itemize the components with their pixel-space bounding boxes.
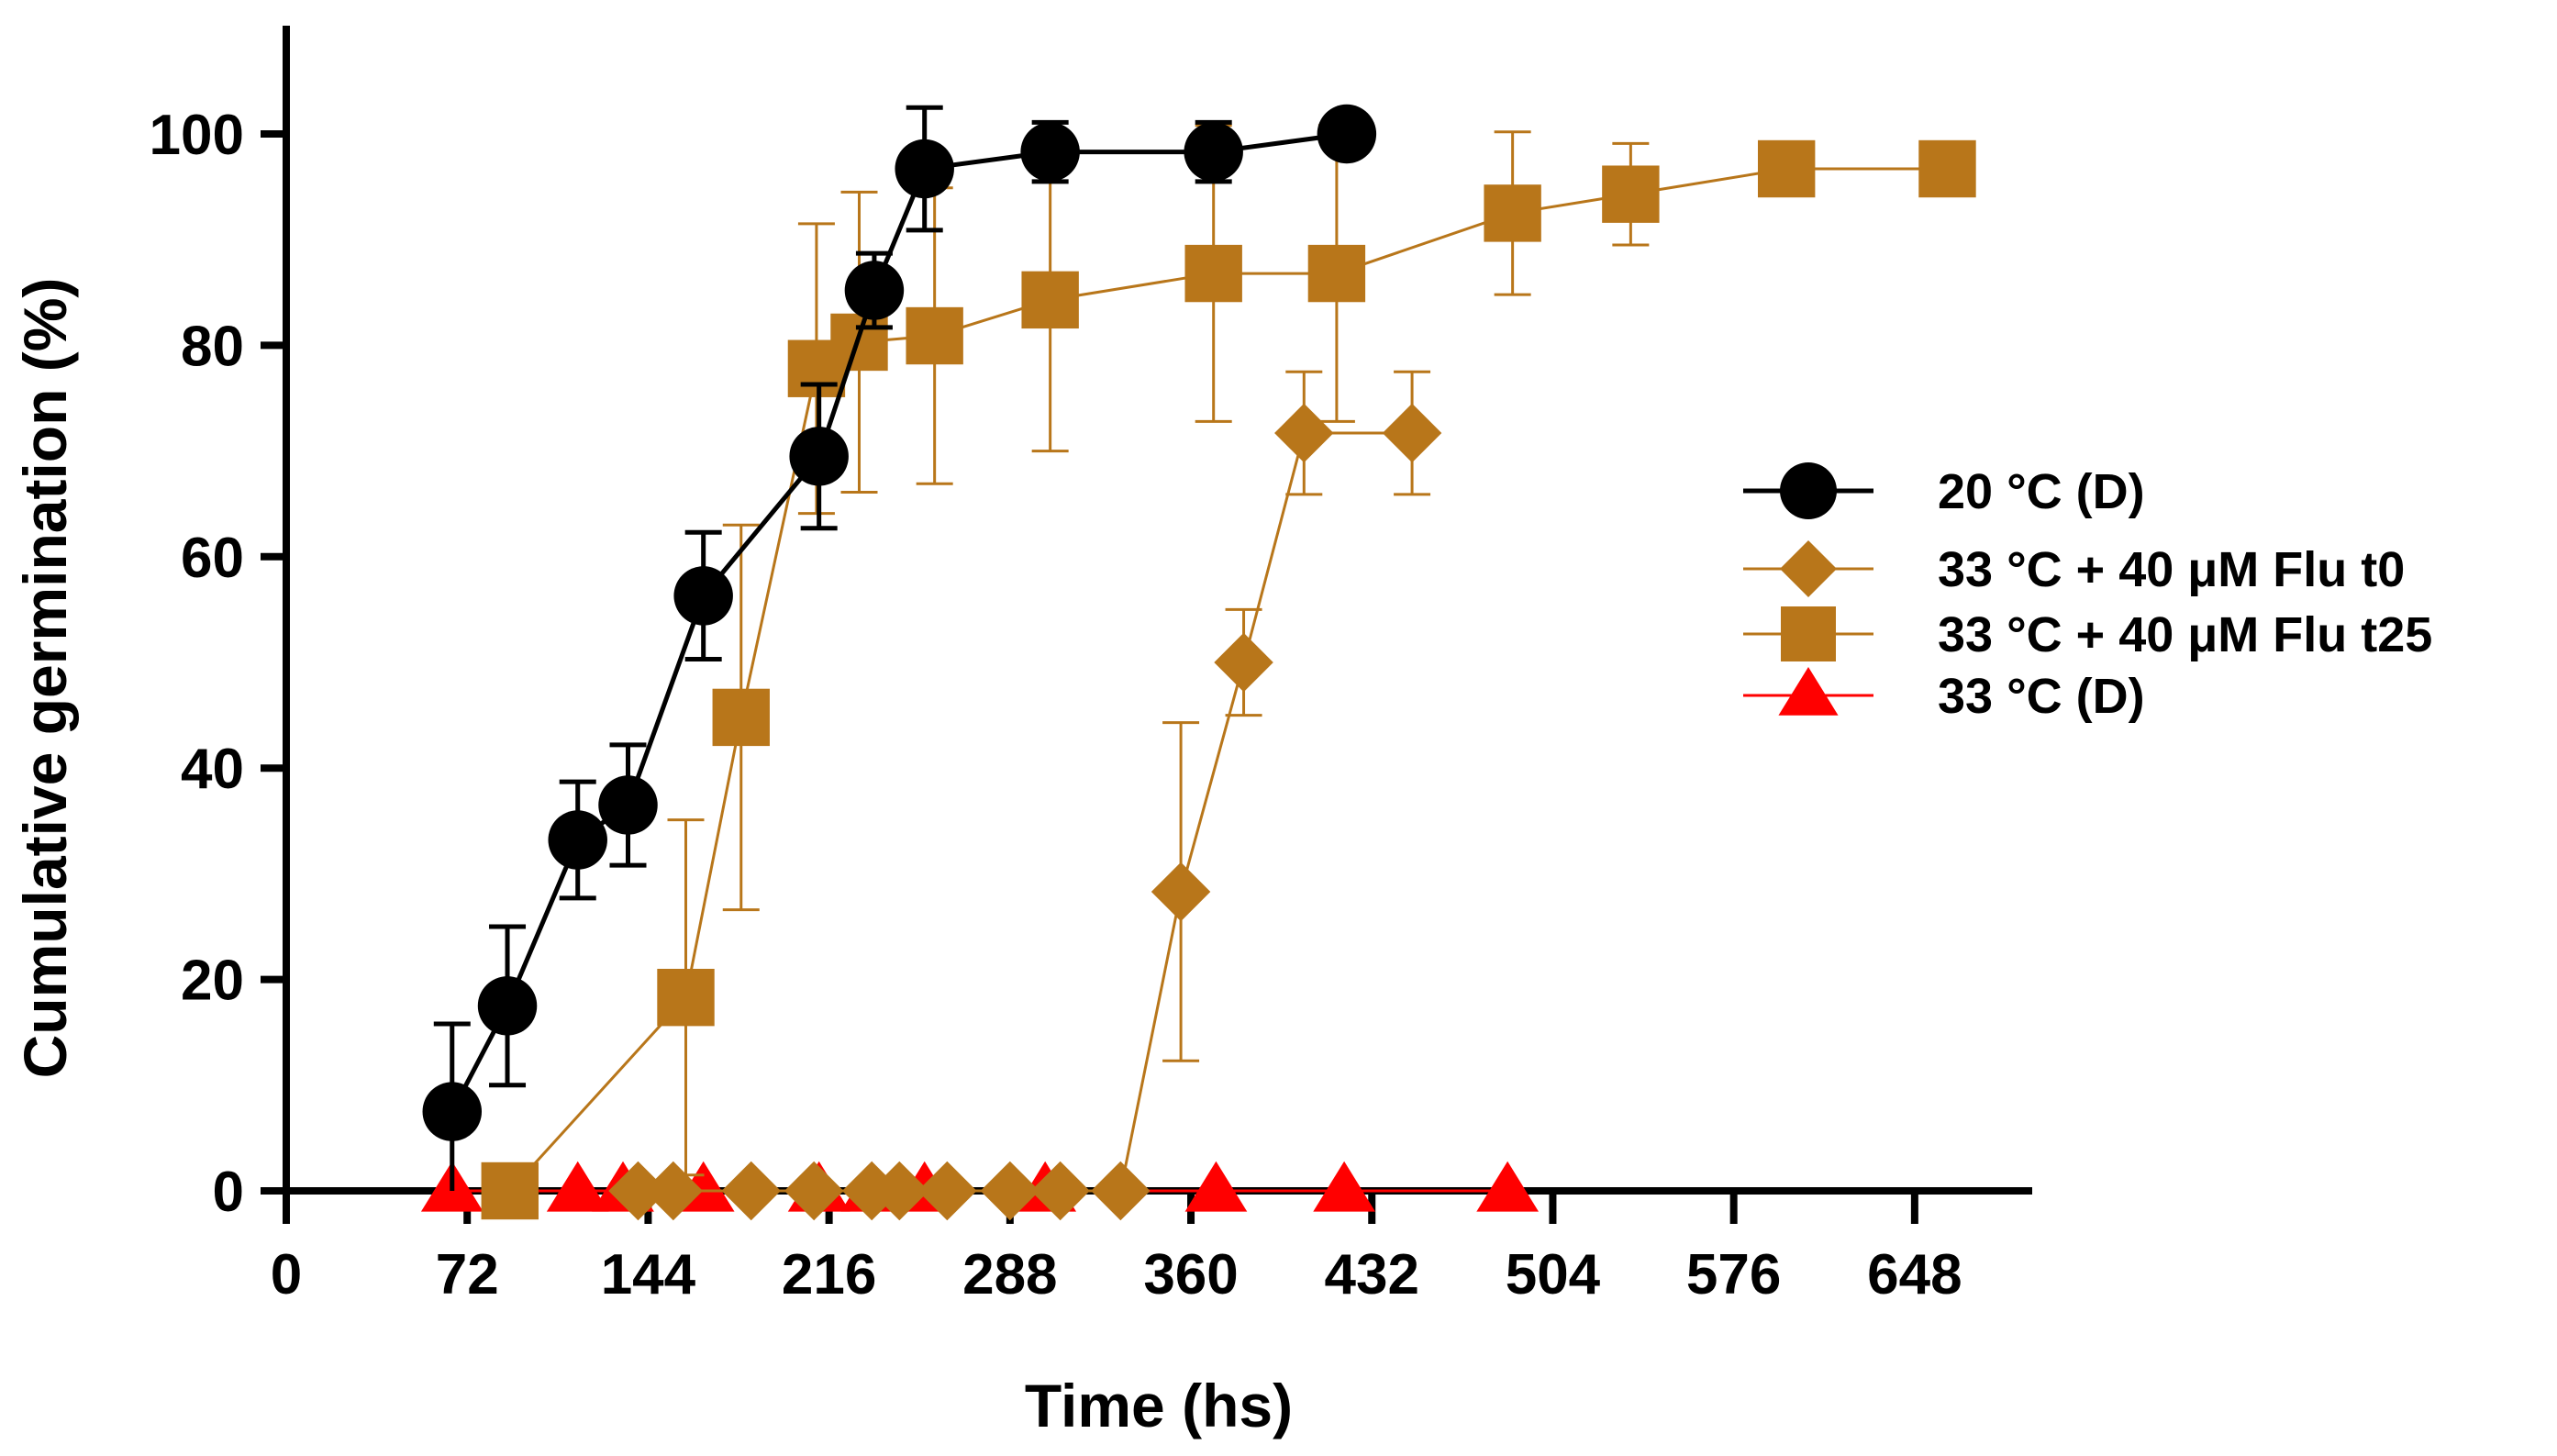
- data-point: [844, 261, 905, 320]
- legend-label: 33 °C + 40 μM Flu t0: [1938, 542, 2405, 597]
- data-point: [1476, 1161, 1540, 1212]
- data-point: [546, 1161, 609, 1212]
- x-axis-title: Time (hs): [1025, 1372, 1293, 1439]
- legend-item: 33 °C (D): [1743, 667, 2145, 724]
- data-point: [673, 566, 733, 626]
- data-point: [721, 1161, 781, 1221]
- legend-marker: [1780, 540, 1837, 597]
- data-point: [608, 1161, 668, 1221]
- y-axis-title: Cumulative germination (%): [11, 278, 79, 1079]
- y-tick-label: 100: [150, 104, 244, 167]
- legend: 20 °C (D) 33 °C + 40 μM Flu t0 33 °C + 40 …: [1743, 462, 2432, 724]
- data-point: [477, 976, 538, 1036]
- series-line: [508, 167, 1948, 1193]
- data-point: [481, 1161, 539, 1220]
- data-point: [1184, 122, 1243, 182]
- data-point: [789, 427, 849, 486]
- data-point: [1021, 271, 1079, 329]
- data-point: [917, 1161, 977, 1221]
- data-point: [548, 810, 607, 870]
- legend-label: 20 °C (D): [1938, 464, 2145, 519]
- series-group: [420, 104, 1976, 1221]
- y-tick-label: 20: [181, 950, 244, 1013]
- data-point: [1151, 861, 1211, 922]
- x-tick-label: 576: [1686, 1243, 1781, 1306]
- x-tick-label: 504: [1506, 1243, 1601, 1306]
- x-tick-label: 288: [962, 1243, 1057, 1306]
- x-tick-label: 648: [1867, 1243, 1962, 1306]
- data-point: [1091, 1161, 1151, 1221]
- data-point: [1184, 1161, 1248, 1212]
- series-0: [422, 104, 1377, 1191]
- data-point: [784, 1161, 844, 1221]
- data-point: [1313, 1161, 1375, 1212]
- data-point: [1030, 1161, 1090, 1221]
- data-point: [1214, 632, 1273, 693]
- series-2: [481, 124, 1976, 1220]
- y-tick-label: 40: [181, 738, 244, 801]
- x-tick-label: 72: [436, 1243, 499, 1306]
- y-tick-label: 0: [213, 1161, 244, 1224]
- data-point: [422, 1082, 483, 1141]
- series-1: [608, 370, 1442, 1221]
- data-point: [980, 1161, 1040, 1221]
- data-point: [870, 1161, 929, 1221]
- x-tick-label: 360: [1143, 1243, 1238, 1306]
- data-point: [1317, 104, 1377, 164]
- x-tick-label: 216: [782, 1243, 876, 1306]
- x-tick-label: 144: [601, 1243, 696, 1306]
- legend-marker: [1780, 462, 1837, 519]
- data-point: [657, 968, 715, 1027]
- y-tick-label: 60: [181, 527, 244, 590]
- legend-item: 33 °C + 40 μM Flu t25: [1743, 606, 2432, 662]
- legend-item: 20 °C (D): [1743, 462, 2145, 519]
- x-tick-label: 432: [1325, 1243, 1419, 1306]
- data-point: [1602, 165, 1660, 223]
- legend-label: 33 °C (D): [1938, 669, 2145, 724]
- data-point: [1484, 184, 1541, 242]
- data-point: [1307, 244, 1366, 303]
- legend-item: 33 °C + 40 μM Flu t0: [1743, 540, 2405, 597]
- data-point: [1757, 139, 1816, 198]
- data-point: [1184, 244, 1242, 303]
- data-point: [1274, 403, 1334, 463]
- data-point: [1020, 122, 1080, 182]
- y-tick-label: 80: [181, 315, 244, 378]
- data-point: [598, 775, 658, 835]
- series-line: [638, 431, 1413, 1193]
- legend-marker: [1778, 667, 1839, 716]
- legend-marker: [1781, 606, 1836, 661]
- legend-label: 33 °C + 40 μM Flu t25: [1938, 607, 2432, 662]
- data-point: [1382, 403, 1442, 463]
- data-point: [895, 139, 954, 199]
- data-point: [1918, 139, 1976, 198]
- data-point: [906, 306, 963, 365]
- data-point: [712, 688, 770, 747]
- x-tick-label: 0: [271, 1243, 302, 1306]
